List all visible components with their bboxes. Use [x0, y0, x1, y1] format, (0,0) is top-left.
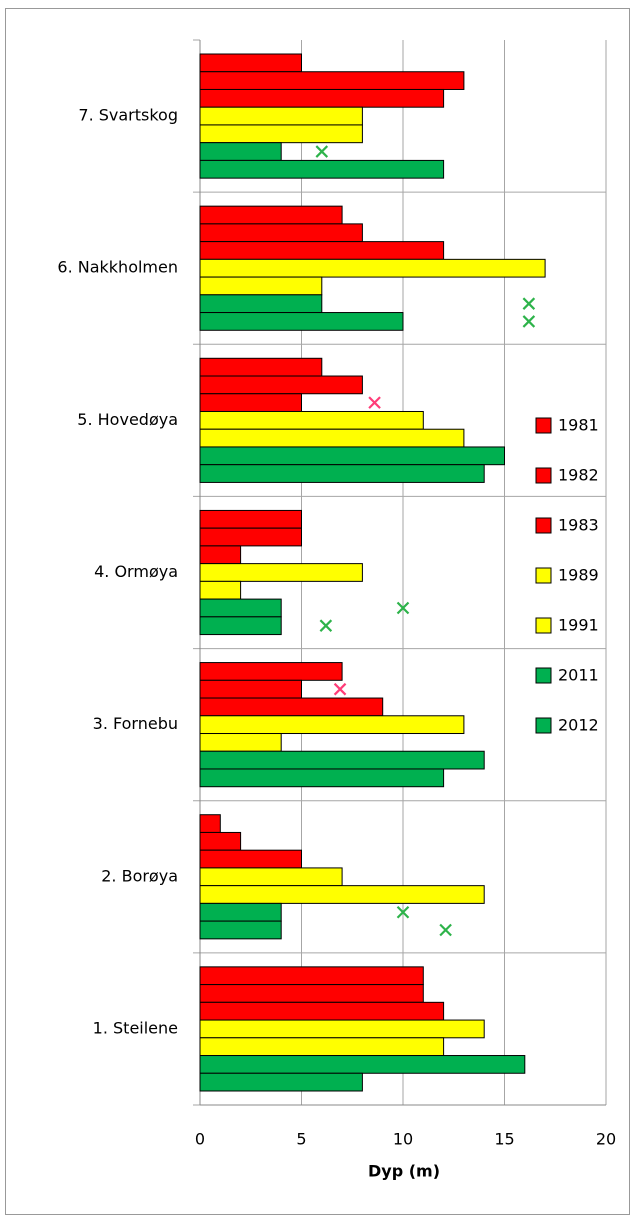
bar: [199, 428, 465, 448]
bar: [199, 580, 242, 600]
y-tick-label: 7. Svartskog: [78, 106, 178, 125]
bar: [199, 464, 485, 483]
legend-label: 1982: [558, 466, 599, 485]
legend-swatch: [535, 617, 552, 634]
x-marker: [315, 145, 329, 158]
bar: [199, 966, 424, 986]
bar: [199, 715, 465, 735]
bar: [199, 241, 445, 260]
bar: [199, 375, 363, 395]
bar: [199, 357, 323, 377]
bar: [199, 885, 485, 904]
legend-swatch: [535, 467, 552, 484]
bar: [199, 124, 363, 144]
x-tick-label: 15: [494, 1130, 514, 1149]
bar: [199, 598, 282, 618]
y-tick-label: 1. Steilene: [93, 1018, 178, 1037]
legend-swatch: [535, 567, 552, 584]
legend-swatch: [535, 667, 552, 684]
bar: [199, 849, 302, 869]
legend-label: 1981: [558, 416, 599, 435]
bar: [199, 393, 302, 412]
bar: [199, 294, 323, 314]
bar: [199, 205, 343, 225]
legend-label: 1991: [558, 616, 599, 635]
bar: [199, 53, 302, 73]
bar: [199, 312, 404, 331]
x-tick-label: 10: [393, 1130, 413, 1149]
bar: [199, 223, 363, 243]
bar: [199, 142, 282, 161]
legend-label: 1983: [558, 516, 599, 535]
bar: [199, 920, 282, 940]
bar: [199, 276, 323, 296]
legend-swatch: [535, 717, 552, 734]
y-tick-label: 6. Nakkholmen: [57, 258, 178, 277]
legend-swatch: [535, 517, 552, 534]
bar: [199, 71, 465, 90]
bar: [199, 563, 363, 582]
bar: [199, 106, 363, 126]
bar: [199, 750, 485, 770]
bar: [199, 814, 221, 833]
bar: [199, 984, 424, 1003]
bar: [199, 1055, 526, 1074]
x-marker: [522, 297, 536, 310]
bar: [199, 509, 302, 529]
bar: [199, 768, 445, 788]
y-tick-label: 3. Fornebu: [93, 714, 178, 733]
legend-label: 1989: [558, 566, 599, 585]
y-tick-label: 5. Hovedøya: [77, 410, 178, 429]
x-marker: [396, 905, 410, 919]
x-marker: [368, 396, 381, 409]
y-tick-label: 2. Borøya: [101, 866, 178, 885]
bar: [199, 1037, 445, 1057]
legend-swatch: [535, 417, 552, 434]
x-tick-label: 0: [195, 1130, 205, 1149]
x-marker: [333, 682, 347, 696]
x-marker: [396, 601, 410, 615]
bar: [199, 662, 343, 681]
x-marker: [319, 619, 333, 632]
bar: [199, 410, 424, 430]
bar: [199, 159, 445, 179]
bar: [199, 679, 302, 699]
bar: [199, 446, 505, 466]
bar: [199, 1072, 363, 1092]
bar: [199, 258, 546, 278]
x-marker: [439, 923, 452, 937]
bar: [199, 1001, 445, 1021]
bar: [199, 902, 282, 922]
bar: [199, 545, 242, 565]
bar: [199, 733, 282, 752]
bar: [199, 867, 343, 887]
bar: [199, 831, 242, 851]
x-axis-title: Dyp (m): [368, 1162, 440, 1181]
bar: [199, 697, 384, 717]
legend-label: 2011: [558, 666, 599, 685]
bar: [199, 88, 445, 108]
x-tick-label: 5: [296, 1130, 306, 1149]
x-marker: [522, 315, 536, 328]
bar: [199, 1019, 485, 1039]
legend-label: 2012: [558, 716, 599, 735]
x-tick-label: 20: [596, 1130, 616, 1149]
y-tick-label: 4. Ormøya: [94, 562, 178, 581]
bar: [199, 527, 302, 547]
bar: [199, 616, 282, 636]
